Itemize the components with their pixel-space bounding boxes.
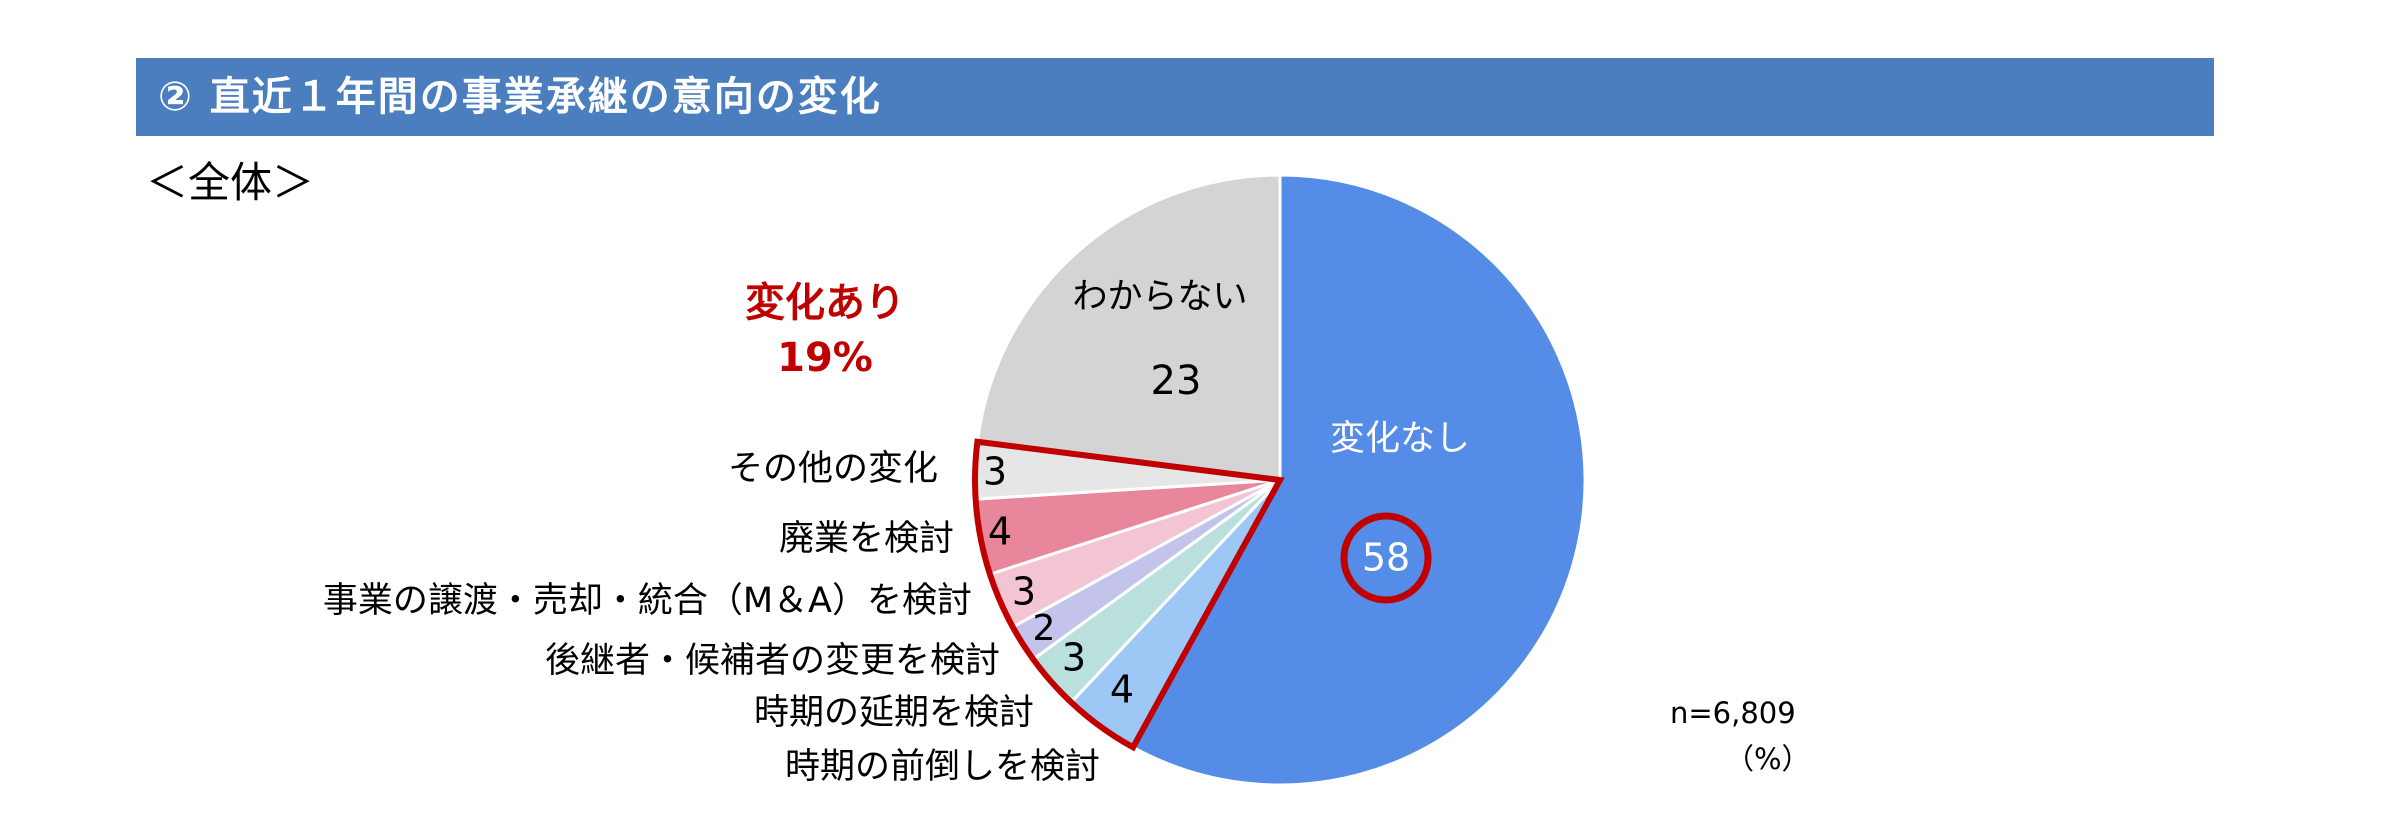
section-header: ② 直近１年間の事業承継の意向の変化 xyxy=(136,58,2214,136)
slice-category-label: 事業の譲渡・売却・統合（M＆A）を検討 xyxy=(323,581,972,621)
unit-label: （%） xyxy=(1725,742,1811,776)
slice-value-label: 3 xyxy=(983,450,1007,494)
section-title: ② 直近１年間の事業承継の意向の変化 xyxy=(158,74,882,120)
pie-slice xyxy=(975,173,1282,482)
group-value-label: 19% xyxy=(777,335,873,381)
slice-value-label: 58 xyxy=(1362,536,1410,580)
slice-category-label: その他の変化 xyxy=(728,449,938,489)
group-label: 変化あり xyxy=(745,280,905,326)
value-highlight-circle xyxy=(1340,512,1432,604)
slice-category-label: 変化なし xyxy=(1330,419,1470,459)
slice-category-label: 廃業を検討 xyxy=(779,519,954,559)
sample-size-label: n=6,809 xyxy=(1670,696,1796,730)
slice-value-label: 2 xyxy=(1033,608,1056,649)
slice-category-label: 時期の延期を検討 xyxy=(754,693,1034,733)
changed-group-outline xyxy=(972,438,1285,752)
slice-category-label: 時期の前倒しを検討 xyxy=(785,747,1100,787)
slice-category-label: わからない xyxy=(1072,277,1247,317)
slice-value-label: 3 xyxy=(1012,570,1036,614)
slice-value-label: 23 xyxy=(1151,358,1202,404)
slice-value-label: 4 xyxy=(1110,668,1134,712)
slice-category-label: 後継者・候補者の変更を検討 xyxy=(545,641,1000,681)
pie-slice xyxy=(1131,173,1587,787)
slice-value-label: 4 xyxy=(988,510,1012,554)
slice-value-label: 3 xyxy=(1062,636,1086,680)
chart-subtitle: ＜全体＞ xyxy=(146,158,315,207)
